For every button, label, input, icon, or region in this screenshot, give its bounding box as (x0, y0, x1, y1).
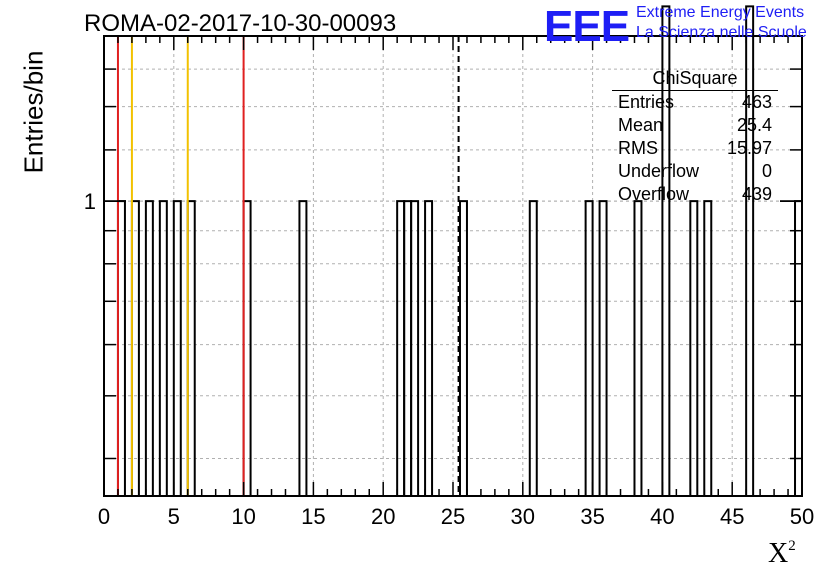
histogram-bar (633, 200, 643, 496)
histogram-bar (403, 200, 413, 496)
histogram-bar (661, 5, 671, 496)
x-axis-label-superscript: 2 (788, 538, 796, 554)
histogram-bar (598, 200, 608, 496)
stats-row-rms: RMS 15.97 (612, 137, 778, 160)
stats-value: 439 (741, 184, 772, 204)
stats-label: Mean (618, 115, 664, 135)
stats-row-mean: Mean 25.4 (612, 114, 778, 137)
stats-value: 15.97 (726, 138, 772, 158)
histogram-bar (689, 200, 699, 496)
histogram-bar (794, 200, 803, 496)
histogram-bar (745, 5, 755, 496)
histogram-bars (116, 5, 803, 496)
stats-row-underflow: Underflow 0 (612, 160, 778, 183)
histogram-bar (410, 200, 420, 496)
stats-value: 0 (761, 161, 772, 181)
stats-label: Underflow (618, 161, 700, 181)
x-tick-label: 5 (168, 504, 180, 529)
chart-title: ROMA-02-2017-10-30-00093 (84, 10, 397, 37)
histogram-bar (528, 200, 538, 496)
x-tick-label: 10 (231, 504, 255, 529)
histogram-bar (396, 200, 406, 496)
stats-value: 25.4 (736, 115, 772, 135)
stats-label: Overflow (618, 184, 690, 204)
tick-labels: 0 5 10 15 20 25 30 35 40 45 50 1 (84, 189, 814, 529)
histogram-bar (703, 200, 713, 496)
stats-box-name: ChiSquare (612, 66, 778, 91)
histogram-bar (130, 200, 140, 496)
y-axis-label: Entries/bin (18, 50, 49, 174)
stats-row-entries: Entries 463 (612, 91, 778, 114)
x-tick-label: 50 (790, 504, 814, 529)
axis-ticks (103, 35, 803, 496)
x-tick-label: 35 (580, 504, 604, 529)
logo-line-2: La Scienza nelle Scuole (636, 24, 807, 41)
y-tick-label: 1 (84, 189, 96, 214)
histogram-bar (242, 200, 252, 496)
x-tick-label: 15 (301, 504, 325, 529)
stats-value: 463 (741, 92, 772, 112)
reference-lines (116, 36, 460, 496)
x-tick-label: 0 (98, 504, 110, 529)
x-axis-label: X2 (768, 538, 796, 570)
stats-label: RMS (618, 138, 658, 158)
x-tick-label: 30 (511, 504, 535, 529)
histogram-bar (298, 200, 308, 496)
histogram-bar (458, 200, 468, 496)
eee-logo: EEE (544, 2, 630, 51)
stats-box: ChiSquare Entries 463 Mean 25.4 RMS 15.97 U… (612, 66, 778, 206)
x-axis-label-base: X (768, 538, 789, 569)
histogram-bar (144, 200, 154, 496)
histogram-bar (116, 200, 126, 496)
histogram-bar (584, 200, 594, 496)
logo-line-1: Extreme Energy Events (636, 4, 805, 21)
histogram-bar (158, 200, 168, 496)
histogram-bar (186, 200, 196, 496)
x-tick-label: 25 (441, 504, 465, 529)
histogram-bar (172, 200, 182, 496)
x-tick-label: 40 (650, 504, 674, 529)
x-tick-label: 20 (371, 504, 395, 529)
stats-row-overflow: Overflow 439 (612, 183, 778, 206)
stats-label: Entries (618, 92, 675, 112)
x-tick-label: 45 (720, 504, 744, 529)
histogram-bar (424, 200, 434, 496)
